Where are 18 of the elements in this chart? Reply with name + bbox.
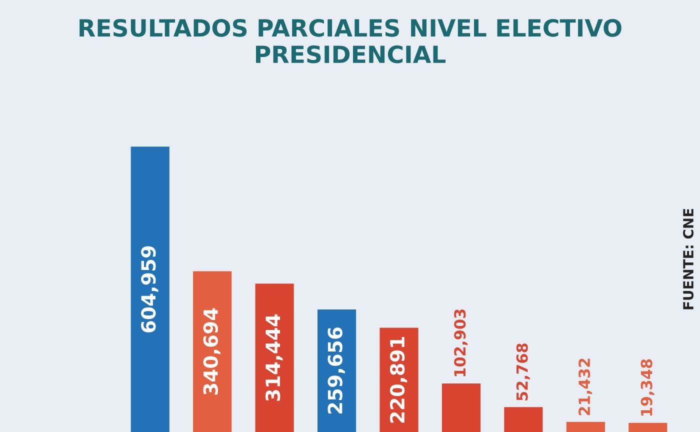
data-label: 19,348 — [640, 359, 654, 416]
bar — [504, 407, 543, 432]
chart-title: RESULTADOS PARCIALES NIVEL ELECTIVO PRESIDENCIAL — [80, 18, 622, 64]
bar — [193, 271, 232, 432]
data-label: 259,656 — [328, 328, 345, 414]
data-label: 52,768 — [516, 344, 530, 400]
data-label: 220,891 — [390, 336, 408, 423]
source-note: FUENTE: CNE — [683, 208, 694, 310]
data-label: 314,444 — [265, 314, 283, 401]
bar — [566, 422, 605, 432]
data-label: 604,959 — [141, 246, 158, 332]
bar — [130, 146, 170, 432]
bar — [628, 422, 668, 432]
bar — [255, 284, 294, 432]
data-label: 102,903 — [454, 310, 468, 376]
data-label: 21,432 — [578, 358, 592, 416]
data-label: 340,694 — [203, 308, 220, 395]
bar — [442, 383, 481, 432]
